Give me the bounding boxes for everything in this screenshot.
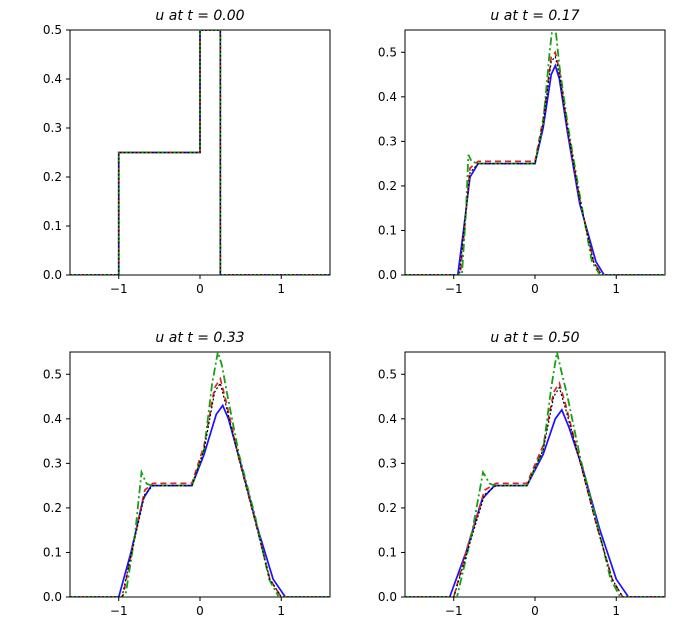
series-s4 <box>405 388 665 597</box>
ytick-label: 0.2 <box>378 179 397 193</box>
series-s3 <box>405 352 665 597</box>
axes-frame <box>70 352 330 597</box>
ytick-label: 0.3 <box>378 134 397 148</box>
ytick-label: 0.5 <box>43 25 62 37</box>
xtick-label: 1 <box>612 282 620 296</box>
xtick-label: 1 <box>612 604 620 618</box>
ytick-label: 0.2 <box>378 501 397 515</box>
subplot-title: u at t = 0.33 <box>70 330 330 346</box>
xtick-label: 1 <box>277 282 285 296</box>
ytick-label: 0.0 <box>378 590 397 604</box>
series-s2 <box>405 383 665 597</box>
series-s4 <box>405 57 665 275</box>
ytick-label: 0.1 <box>43 219 62 233</box>
ytick-label: 0.1 <box>378 545 397 559</box>
series-s1 <box>70 405 330 597</box>
series-s3 <box>70 352 330 597</box>
ytick-label: 0.5 <box>378 45 397 59</box>
subplot-title: u at t = 0.50 <box>405 330 665 346</box>
subplot-p00: u at t = 0.00−1010.00.10.20.30.40.5 <box>70 30 330 275</box>
axes-frame <box>405 352 665 597</box>
xtick-label: −1 <box>445 604 463 618</box>
ytick-label: 0.4 <box>43 412 62 426</box>
xtick-label: 0 <box>196 604 204 618</box>
figure: u at t = 0.00−1010.00.10.20.30.40.5u at … <box>0 0 685 640</box>
xtick-label: 0 <box>196 282 204 296</box>
xtick-label: 0 <box>531 604 539 618</box>
subplot-title: u at t = 0.17 <box>405 8 665 24</box>
series-s2 <box>70 379 330 597</box>
series-s1 <box>405 410 665 597</box>
xtick-label: −1 <box>110 604 128 618</box>
series-s1 <box>405 66 665 275</box>
subplot-title: u at t = 0.00 <box>70 8 330 24</box>
subplot-p10: u at t = 0.33−1010.00.10.20.30.40.5 <box>70 352 330 597</box>
ytick-label: 0.5 <box>378 367 397 381</box>
ytick-label: 0.0 <box>378 268 397 282</box>
plot-area: −1 0 1 0.0 0.1 0.2 0.3 0.4 0.5 <box>25 25 345 310</box>
series-s4 <box>70 383 330 597</box>
ytick-label: 0.4 <box>378 90 397 104</box>
subplot-p11: u at t = 0.50−1010.00.10.20.30.40.5 <box>405 352 665 597</box>
xtick-label: 1 <box>277 604 285 618</box>
ytick-label: 0.4 <box>378 412 397 426</box>
ytick-label: 0.3 <box>378 456 397 470</box>
plot-area: −1 0 1 0.0 0.1 0.2 0.3 0.4 0.5 <box>25 347 345 632</box>
ytick-label: 0.0 <box>43 268 62 282</box>
ytick-label: 0.2 <box>43 501 62 515</box>
ytick-label: 0.3 <box>43 121 62 135</box>
subplot-p01: u at t = 0.17−1010.00.10.20.30.40.5 <box>405 30 665 275</box>
ytick-label: 0.5 <box>43 367 62 381</box>
xtick-label: −1 <box>445 282 463 296</box>
axes-frame <box>405 30 665 275</box>
plot-area: −1 0 1 0.0 0.1 0.2 0.3 0.4 0.5 <box>360 347 680 632</box>
ytick-label: 0.1 <box>378 223 397 237</box>
plot-area: −1 0 1 0.0 0.1 0.2 0.3 0.4 0.5 <box>360 25 680 310</box>
ytick-label: 0.3 <box>43 456 62 470</box>
ytick-label: 0.1 <box>43 545 62 559</box>
xtick-label: −1 <box>110 282 128 296</box>
ytick-label: 0.2 <box>43 170 62 184</box>
ytick-label: 0.4 <box>43 72 62 86</box>
ytick-label: 0.0 <box>43 590 62 604</box>
xtick-label: 0 <box>531 282 539 296</box>
series-s3 <box>405 25 665 275</box>
